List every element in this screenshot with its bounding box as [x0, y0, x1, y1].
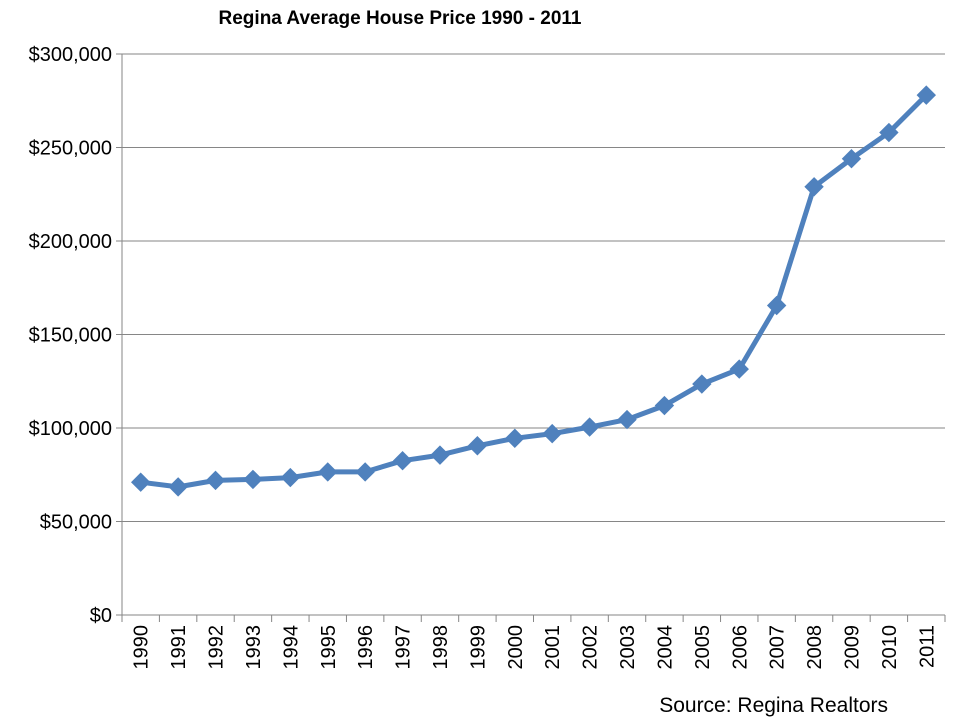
y-tick-label: $200,000: [29, 231, 112, 253]
x-tick-label: 1990: [131, 625, 153, 670]
x-tick-label: 2011: [916, 625, 938, 668]
x-tick-label: 1995: [318, 625, 340, 670]
x-tick-label: 1991: [168, 625, 190, 670]
data-point: [318, 462, 338, 482]
y-tick-label: $100,000: [29, 418, 112, 440]
data-point: [392, 451, 413, 471]
x-tick-label: 1996: [355, 625, 377, 670]
x-tick-label: 2005: [692, 625, 714, 670]
data-point: [542, 423, 562, 444]
axes: [116, 53, 946, 622]
data-point: [654, 395, 675, 416]
x-tick-label: 2002: [580, 625, 602, 670]
x-tick-label: 2010: [879, 625, 901, 670]
data-point: [505, 428, 525, 448]
data-point: [617, 409, 637, 430]
data-point: [430, 445, 450, 465]
y-tick-label: $0: [90, 605, 112, 627]
series-line: [138, 92, 929, 490]
chart-title: Regina Average House Price 1990 - 2011: [218, 8, 582, 29]
gridlines: [122, 53, 945, 522]
data-point: [130, 472, 151, 492]
data-point: [804, 177, 824, 197]
data-point: [841, 149, 862, 169]
data-point: [879, 122, 899, 143]
y-tick-label: $300,000: [29, 44, 112, 66]
x-tick-label: 2001: [542, 625, 564, 670]
x-tick-label: 2006: [729, 625, 751, 670]
data-point: [766, 295, 787, 316]
y-tick-label: $50,000: [40, 512, 112, 534]
x-tick-label: 2008: [804, 625, 826, 670]
y-tick-label: $250,000: [29, 138, 112, 160]
y-tick-labels: $0 $50,000 $100,000 $150,000 $200,000 $250,00…: [29, 44, 112, 627]
data-point: [916, 85, 937, 105]
x-tick-label: 2009: [841, 625, 863, 670]
data-point: [168, 477, 188, 497]
source-note: Source: Regina Realtors: [659, 694, 888, 717]
data-point: [355, 462, 375, 482]
y-tick-label: $150,000: [29, 325, 112, 347]
data-point: [692, 374, 712, 394]
data-point: [205, 470, 226, 491]
x-tick-labels: 1990 1991 1992 1993 1994 1995 1996 1997 1998 1999…: [131, 625, 939, 670]
x-tick-label: 2000: [505, 625, 527, 670]
x-tick-label: 1997: [393, 625, 415, 670]
data-point: [579, 417, 600, 437]
x-tick-label: 1994: [280, 625, 302, 670]
series-price: [130, 85, 937, 497]
data-point: [467, 436, 488, 456]
x-tick-label: 2007: [767, 625, 789, 670]
x-tick-label: 1999: [467, 625, 489, 670]
data-point: [729, 359, 749, 379]
data-point: [243, 469, 263, 490]
x-tick-label: 2004: [654, 625, 676, 670]
x-tick-label: 1993: [243, 625, 265, 670]
x-tick-label: 1992: [206, 625, 228, 670]
data-point: [280, 467, 301, 488]
x-tick-label: 1998: [430, 625, 452, 670]
x-tick-label: 2003: [617, 625, 639, 670]
